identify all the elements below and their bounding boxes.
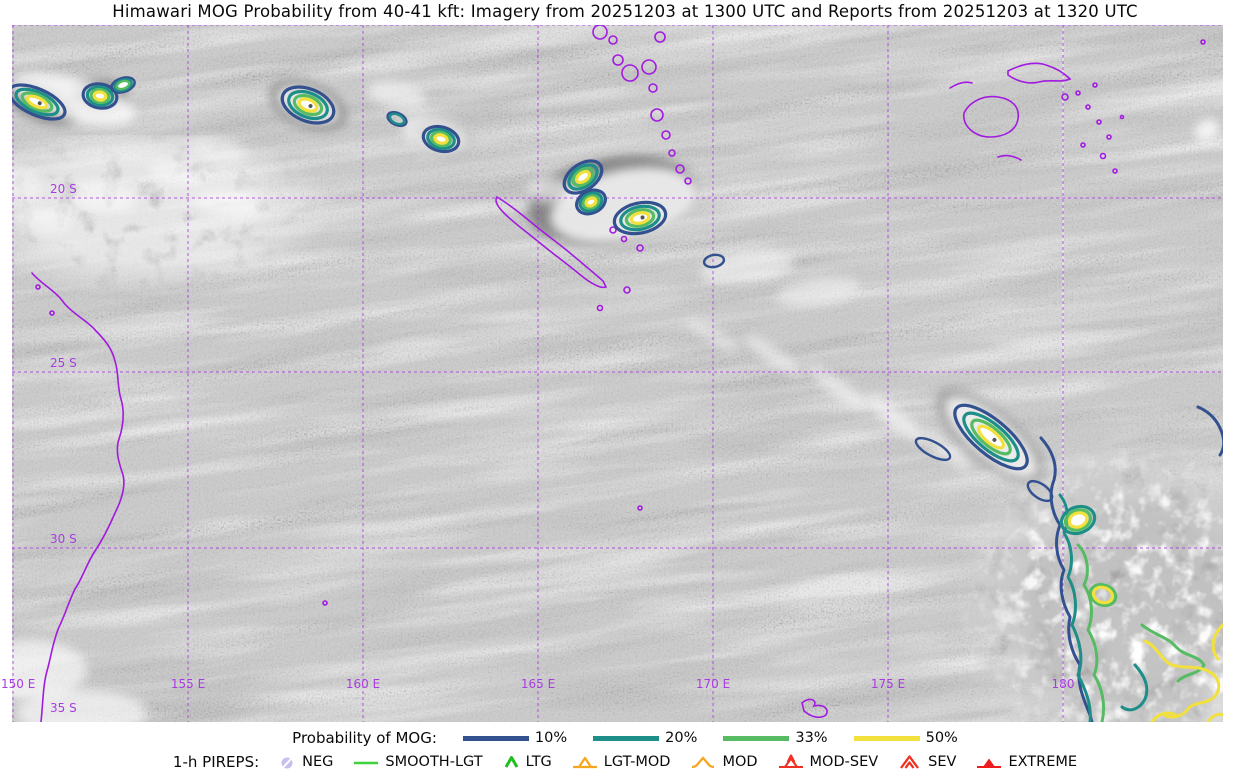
pirep-item-label: LGT-MOD bbox=[603, 754, 671, 770]
pirep-extreme-icon bbox=[976, 754, 1002, 770]
page-title: Himawari MOG Probability from 40-41 kft:… bbox=[112, 2, 1138, 21]
prob-line-swatch bbox=[462, 735, 529, 741]
pirep-legend-item: LTG bbox=[503, 754, 552, 770]
prob-legend-item: 50% bbox=[853, 730, 958, 746]
pirep-item-label: LTG bbox=[525, 754, 552, 770]
pirep-smooth-lgt-icon bbox=[353, 754, 379, 770]
prob-line-swatch bbox=[723, 735, 790, 741]
prob-line-swatch bbox=[593, 735, 660, 741]
legend: Probability of MOG: 10% 20% 33% 50% 1-h PIR… bbox=[0, 726, 1250, 774]
pirep-legend-item: EXTREME bbox=[976, 754, 1077, 770]
coastlines-layer bbox=[31, 24, 1206, 723]
pirep-item-label: MOD bbox=[722, 754, 758, 770]
probability-legend-title: Probability of MOG: bbox=[292, 729, 437, 747]
pireps-legend-title: 1-h PIREPS: bbox=[172, 753, 260, 771]
pireps-legend-row: 1-h PIREPS: NEG SMOOTH-LGT LTG LGT-MOD MOD MO… bbox=[0, 750, 1250, 774]
pirep-legend-item: MOD bbox=[690, 754, 758, 770]
probability-legend-row: Probability of MOG: 10% 20% 33% 50% bbox=[0, 726, 1250, 750]
pirep-legend-item: MOD-SEV bbox=[778, 754, 879, 770]
pirep-sev-icon bbox=[898, 754, 922, 770]
prob-legend-item: 20% bbox=[593, 730, 697, 746]
pirep-item-label: SMOOTH-LGT bbox=[385, 754, 483, 770]
pirep-legend-item: NEG bbox=[279, 754, 333, 770]
prob-legend-item: 33% bbox=[723, 730, 828, 746]
pirep-lgt-mod-icon bbox=[572, 754, 598, 770]
prob-item-label: 50% bbox=[925, 730, 958, 746]
gridlines-layer bbox=[12, 24, 1223, 722]
prob-legend-item: 10% bbox=[462, 730, 568, 746]
pirep-item-label: NEG bbox=[302, 754, 334, 770]
pirep-mod-sev-icon bbox=[778, 754, 804, 770]
prob-item-label: 33% bbox=[795, 730, 828, 746]
prob-item-label: 10% bbox=[534, 730, 568, 746]
prob-item-label: 20% bbox=[665, 730, 698, 746]
pirep-legend-item: SEV bbox=[898, 754, 956, 770]
prob-line-swatch bbox=[853, 735, 920, 741]
pirep-legend-item: SMOOTH-LGT bbox=[353, 754, 483, 770]
pirep-item-label: SEV bbox=[928, 754, 957, 770]
pirep-neg-icon bbox=[279, 754, 296, 770]
pirep-legend-item: LGT-MOD bbox=[572, 754, 671, 770]
pirep-item-label: MOD-SEV bbox=[809, 754, 879, 770]
pirep-mod-icon bbox=[690, 754, 716, 770]
pirep-item-label: EXTREME bbox=[1008, 754, 1078, 770]
pirep-ltg-icon bbox=[503, 754, 520, 770]
